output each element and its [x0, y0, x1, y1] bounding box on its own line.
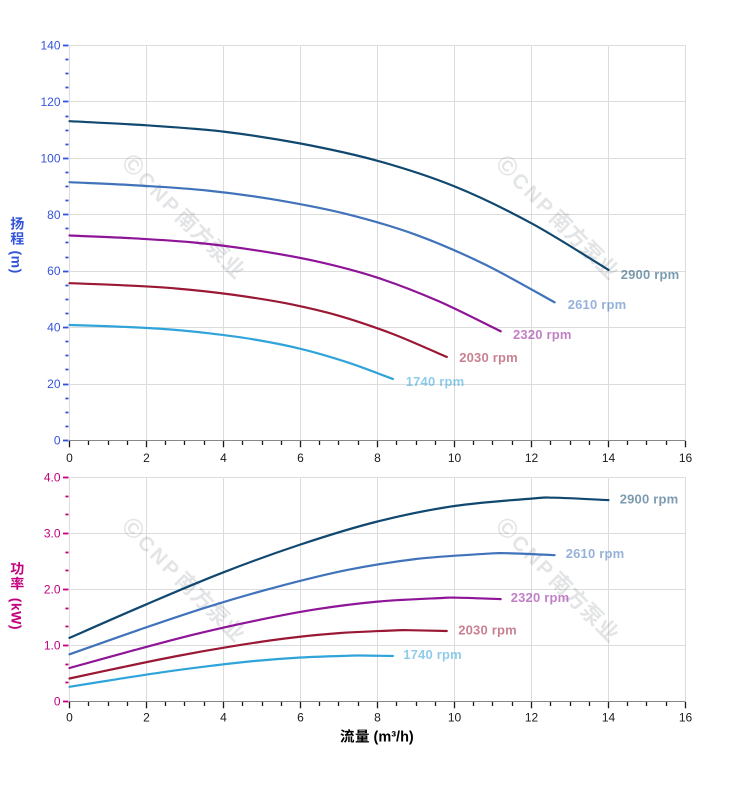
- svg-text:2: 2: [143, 710, 150, 724]
- svg-text:2320 rpm: 2320 rpm: [511, 590, 570, 605]
- svg-text:40: 40: [47, 321, 61, 335]
- svg-text:2320 rpm: 2320 rpm: [513, 327, 572, 342]
- svg-text:60: 60: [47, 264, 61, 278]
- svg-text:1740 rpm: 1740 rpm: [403, 647, 462, 662]
- svg-text:80: 80: [47, 208, 61, 222]
- svg-text:0: 0: [54, 695, 61, 709]
- svg-text:12: 12: [525, 710, 539, 724]
- svg-text:8: 8: [374, 710, 381, 724]
- svg-text:4: 4: [220, 451, 227, 465]
- svg-text:6: 6: [297, 710, 304, 724]
- svg-text:0: 0: [66, 710, 73, 724]
- svg-text:2.0: 2.0: [44, 583, 61, 597]
- svg-text:2900 rpm: 2900 rpm: [620, 492, 679, 507]
- svg-text:20: 20: [47, 377, 61, 391]
- svg-text:6: 6: [297, 451, 304, 465]
- svg-text:1.0: 1.0: [44, 639, 61, 653]
- svg-text:0: 0: [66, 451, 73, 465]
- svg-text:2030 rpm: 2030 rpm: [458, 623, 517, 638]
- svg-text:2030 rpm: 2030 rpm: [459, 350, 518, 365]
- svg-text:(kW): (kW): [9, 598, 25, 630]
- svg-text:4: 4: [220, 710, 227, 724]
- svg-text:2610 rpm: 2610 rpm: [568, 297, 627, 312]
- svg-text:2: 2: [143, 451, 150, 465]
- svg-text:140: 140: [40, 39, 60, 53]
- svg-text:(m): (m): [9, 251, 25, 274]
- svg-text:16: 16: [679, 451, 693, 465]
- svg-text:14: 14: [602, 710, 616, 724]
- svg-text:2900 rpm: 2900 rpm: [621, 267, 680, 282]
- svg-text:4.0: 4.0: [44, 470, 61, 484]
- svg-text:100: 100: [40, 151, 60, 165]
- svg-text:3.0: 3.0: [44, 526, 61, 540]
- svg-text:16: 16: [679, 710, 693, 724]
- svg-text:1740 rpm: 1740 rpm: [406, 374, 465, 389]
- svg-text:120: 120: [40, 95, 60, 109]
- svg-text:10: 10: [448, 451, 462, 465]
- svg-text:(m³/h): (m³/h): [374, 730, 414, 746]
- svg-text:CNP: CNP: [507, 531, 560, 584]
- svg-text:12: 12: [525, 451, 539, 465]
- svg-text:10: 10: [448, 710, 462, 724]
- svg-text:CNP: CNP: [133, 168, 186, 221]
- svg-text:CNP: CNP: [133, 531, 186, 584]
- svg-text:2610 rpm: 2610 rpm: [566, 546, 625, 561]
- svg-text:8: 8: [374, 451, 381, 465]
- svg-text:0: 0: [54, 434, 61, 448]
- svg-text:14: 14: [602, 451, 616, 465]
